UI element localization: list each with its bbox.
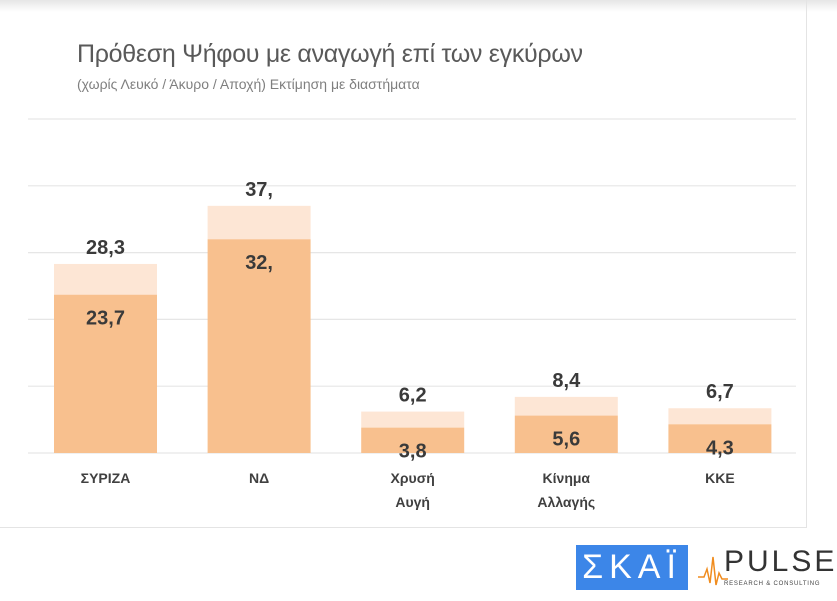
category-label: ΝΔ (249, 470, 269, 486)
bar-lower-estimate (54, 294, 157, 453)
pulse-wave-icon (698, 556, 728, 586)
bar-upper-range (207, 205, 311, 240)
data-label-upper: 8,4 (552, 370, 581, 392)
bar-lower-estimate (514, 415, 618, 453)
category-label: Κίνημα (543, 470, 591, 486)
data-label-upper: 6,2 (399, 385, 427, 407)
pulse-logo: PULSE RESEARCH & CONSULTING (698, 545, 834, 590)
category-label: Αυγή (395, 494, 430, 510)
bar-upper-range (54, 263, 157, 295)
bar-lower-estimate (668, 424, 772, 453)
data-label-lower: 3,8 (399, 441, 427, 463)
data-label-upper: 6,7 (706, 381, 734, 403)
chart-panel (0, 0, 807, 528)
category-label: Χρυσή (391, 470, 435, 486)
bar-upper-range (514, 396, 618, 416)
bar-lower-estimate (361, 427, 465, 453)
chart-title: Πρόθεση Ψήφου με αναγωγή επί των εγκύρων (77, 40, 583, 68)
bar-upper-range (361, 411, 465, 428)
category-label: ΣΥΡΙΖΑ (81, 470, 131, 486)
bar-lower-estimate (207, 239, 311, 453)
top-bar (0, 0, 837, 12)
category-label: ΚΚΕ (705, 470, 735, 486)
bar-upper-range (668, 408, 772, 425)
data-label-lower: 5,6 (552, 429, 580, 451)
data-label-lower: 4,3 (706, 437, 734, 459)
data-label-lower: 23,7 (86, 308, 125, 330)
logos: ΣΚΑΪ PULSE RESEARCH & CONSULTING (576, 545, 834, 590)
data-label-lower: 32, (245, 252, 273, 274)
skai-logo: ΣΚΑΪ (576, 545, 688, 590)
data-label-upper: 37, (245, 179, 273, 201)
category-label: Αλλαγής (537, 494, 595, 510)
chart-subtitle: (χωρίς Λευκό / Άκυρο / Αποχή) Εκτίμηση μ… (77, 76, 420, 92)
data-label-upper: 28,3 (86, 237, 125, 259)
